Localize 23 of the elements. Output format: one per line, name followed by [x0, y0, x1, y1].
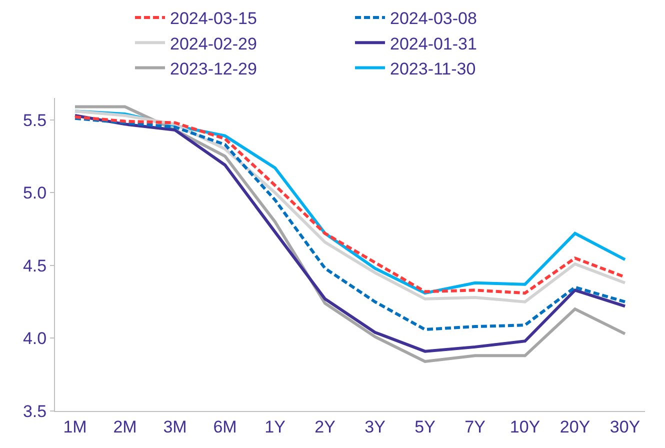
x-tick-label: 1Y [264, 417, 286, 436]
x-tick-label: 7Y [464, 417, 486, 436]
x-tick-label: 5Y [414, 417, 436, 436]
x-tick-label: 10Y [510, 417, 540, 436]
x-tick-label: 2Y [314, 417, 336, 436]
y-tick-label: 4.5 [22, 256, 47, 276]
x-tick-label: 30Y [610, 417, 640, 436]
y-tick-label: 5.0 [22, 184, 47, 203]
legend-label: 2024-03-08 [390, 9, 477, 28]
x-tick-label: 6M [213, 417, 237, 436]
x-tick-label: 20Y [560, 417, 590, 436]
y-tick-label: 5.5 [22, 110, 47, 130]
x-tick-label: 2M [113, 417, 137, 436]
x-tick-label: 3Y [364, 417, 386, 436]
legend-label: 2024-02-29 [170, 34, 257, 54]
x-tick-label: 3M [163, 417, 187, 436]
legend-label: 2023-11-30 [390, 59, 476, 78]
legend-label: 2023-12-29 [170, 59, 257, 78]
x-tick-label: 1M [63, 417, 87, 436]
y-tick-label: 3.5 [22, 402, 47, 421]
y-tick-label: 4.0 [22, 329, 47, 348]
legend-label: 2024-03-15 [170, 9, 257, 28]
legend-label: 2024-01-31 [390, 34, 477, 54]
